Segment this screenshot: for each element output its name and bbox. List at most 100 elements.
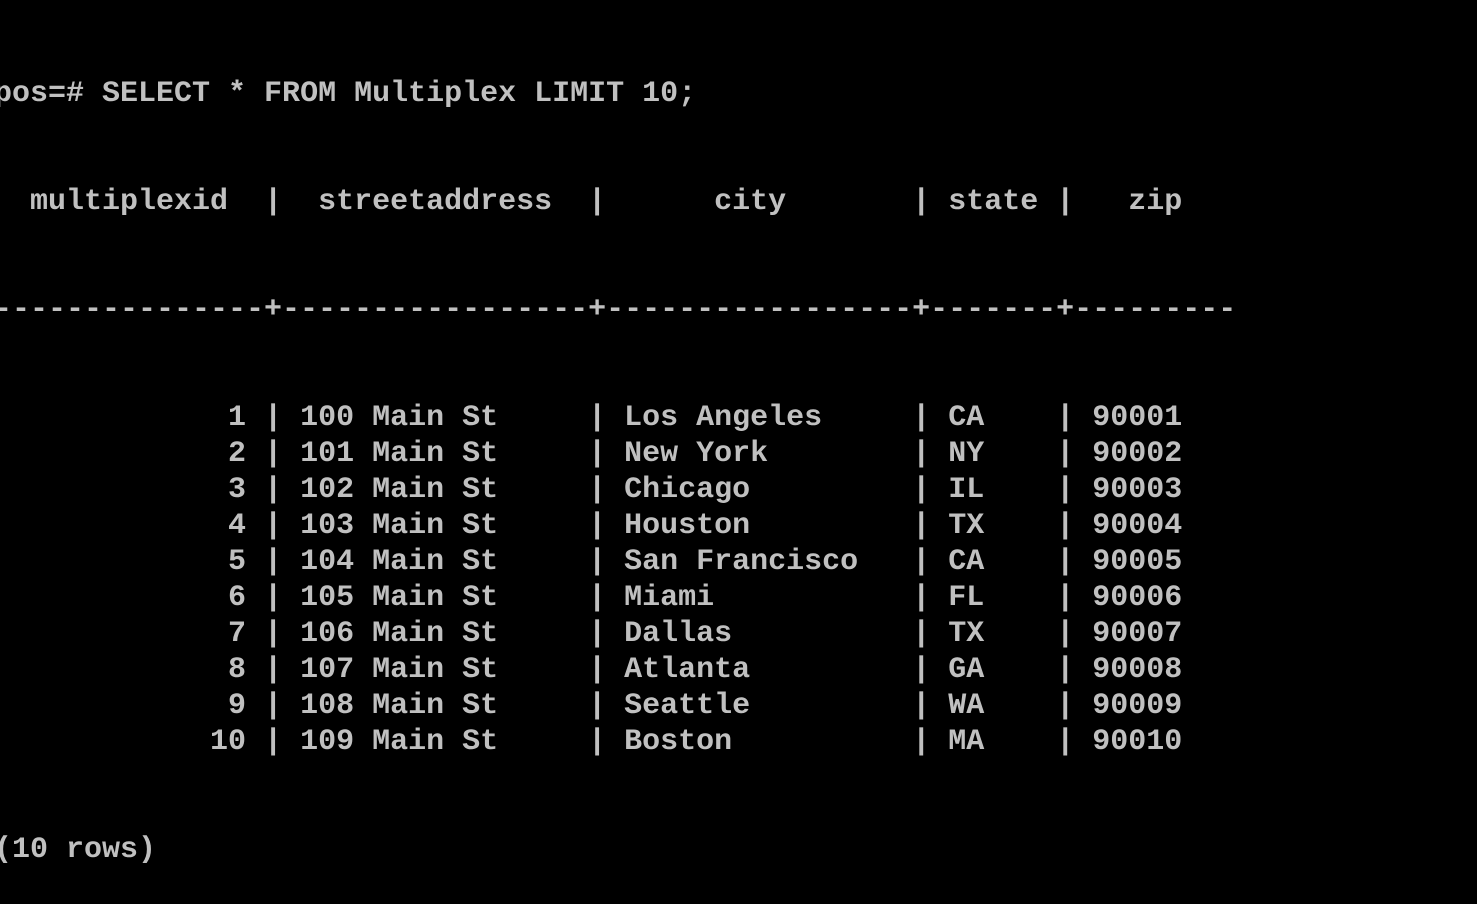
cell-zip: 90010 bbox=[1092, 725, 1219, 759]
column-divider: | bbox=[894, 545, 949, 579]
cell-zip: 90005 bbox=[1092, 545, 1219, 579]
column-divider: | bbox=[570, 581, 625, 615]
column-divider: | bbox=[570, 653, 625, 687]
terminal-window[interactable]: pos=# SELECT * FROM Multiplex LIMIT 10; … bbox=[0, 4, 1477, 867]
column-divider bbox=[0, 473, 12, 507]
column-divider: | bbox=[894, 653, 949, 687]
column-divider: | bbox=[1038, 437, 1093, 471]
column-divider: | bbox=[246, 581, 301, 615]
column-header-zip: zip bbox=[1092, 185, 1219, 219]
column-divider: | bbox=[1038, 689, 1093, 723]
table-row: 1 | 100 Main St | Los Angeles | CA | 900… bbox=[0, 400, 1477, 436]
cell-city: Atlanta bbox=[624, 653, 895, 687]
cell-streetaddress: 107 Main St bbox=[300, 653, 571, 687]
column-divider: | bbox=[570, 401, 625, 435]
column-divider bbox=[0, 725, 12, 759]
cell-multiplexid: 4 bbox=[12, 509, 247, 543]
column-divider: | bbox=[246, 509, 301, 543]
cell-state: FL bbox=[948, 581, 1039, 615]
cell-multiplexid: 2 bbox=[12, 437, 247, 471]
column-divider: | bbox=[246, 185, 301, 219]
column-divider: | bbox=[1038, 617, 1093, 651]
cell-multiplexid: 7 bbox=[12, 617, 247, 651]
column-divider: | bbox=[894, 185, 949, 219]
cell-city: Houston bbox=[624, 509, 895, 543]
table-row: 5 | 104 Main St | San Francisco | CA | 9… bbox=[0, 544, 1477, 580]
column-divider: | bbox=[570, 437, 625, 471]
cell-zip: 90002 bbox=[1092, 437, 1219, 471]
column-divider bbox=[0, 401, 12, 435]
table-row: 3 | 102 Main St | Chicago | IL | 90003 bbox=[0, 472, 1477, 508]
column-header-multiplexid: multiplexid bbox=[12, 185, 247, 219]
cell-zip: 90008 bbox=[1092, 653, 1219, 687]
column-divider: | bbox=[570, 509, 625, 543]
cell-state: TX bbox=[948, 617, 1039, 651]
column-divider: | bbox=[246, 653, 301, 687]
column-divider: | bbox=[570, 185, 625, 219]
column-divider: | bbox=[1038, 581, 1093, 615]
cell-multiplexid: 10 bbox=[12, 725, 247, 759]
cell-zip: 90001 bbox=[1092, 401, 1219, 435]
column-divider bbox=[0, 509, 12, 543]
table-row: 2 | 101 Main St | New York | NY | 90002 bbox=[0, 436, 1477, 472]
cell-city: Los Angeles bbox=[624, 401, 895, 435]
cell-streetaddress: 106 Main St bbox=[300, 617, 571, 651]
column-divider bbox=[0, 617, 12, 651]
column-divider: | bbox=[894, 725, 949, 759]
column-divider bbox=[0, 581, 12, 615]
column-divider bbox=[0, 689, 12, 723]
cell-city: New York bbox=[624, 437, 895, 471]
cell-state: GA bbox=[948, 653, 1039, 687]
table-row: 9 | 108 Main St | Seattle | WA | 90009 bbox=[0, 688, 1477, 724]
cell-city: Boston bbox=[624, 725, 895, 759]
cell-city: Dallas bbox=[624, 617, 895, 651]
column-header-streetaddress: streetaddress bbox=[300, 185, 571, 219]
column-divider: | bbox=[570, 725, 625, 759]
column-divider: | bbox=[570, 617, 625, 651]
cell-streetaddress: 101 Main St bbox=[300, 437, 571, 471]
cell-multiplexid: 1 bbox=[12, 401, 247, 435]
cell-zip: 90009 bbox=[1092, 689, 1219, 723]
cell-state: MA bbox=[948, 725, 1039, 759]
column-divider: | bbox=[1038, 509, 1093, 543]
cell-multiplexid: 9 bbox=[12, 689, 247, 723]
cell-streetaddress: 109 Main St bbox=[300, 725, 571, 759]
column-divider: | bbox=[1038, 473, 1093, 507]
row-count: (10 rows) bbox=[0, 833, 157, 867]
cell-streetaddress: 100 Main St bbox=[300, 401, 571, 435]
cell-state: CA bbox=[948, 401, 1039, 435]
column-divider: | bbox=[246, 689, 301, 723]
table-row: 10 | 109 Main St | Boston | MA | 90010 bbox=[0, 724, 1477, 760]
column-divider: | bbox=[246, 401, 301, 435]
cell-streetaddress: 105 Main St bbox=[300, 581, 571, 615]
column-divider: | bbox=[1038, 725, 1093, 759]
table-row: 7 | 106 Main St | Dallas | TX | 90007 bbox=[0, 616, 1477, 652]
column-divider: | bbox=[1038, 401, 1093, 435]
column-divider: | bbox=[1038, 185, 1093, 219]
column-divider: | bbox=[570, 545, 625, 579]
column-divider: | bbox=[246, 725, 301, 759]
sql-command: SELECT * FROM Multiplex LIMIT 10; bbox=[102, 77, 697, 111]
column-divider: | bbox=[894, 473, 949, 507]
cell-zip: 90004 bbox=[1092, 509, 1219, 543]
column-divider: | bbox=[894, 401, 949, 435]
cell-state: TX bbox=[948, 509, 1039, 543]
table-header: multiplexid | streetaddress | city | sta… bbox=[0, 184, 1477, 220]
column-divider bbox=[0, 653, 12, 687]
column-header-city: city bbox=[624, 185, 895, 219]
column-divider: | bbox=[894, 617, 949, 651]
column-divider: | bbox=[894, 581, 949, 615]
cell-city: San Francisco bbox=[624, 545, 895, 579]
column-header-state: state bbox=[948, 185, 1039, 219]
column-divider: | bbox=[246, 473, 301, 507]
cell-multiplexid: 8 bbox=[12, 653, 247, 687]
column-divider: | bbox=[570, 689, 625, 723]
table-row: 8 | 107 Main St | Atlanta | GA | 90008 bbox=[0, 652, 1477, 688]
column-divider: | bbox=[894, 689, 949, 723]
cell-state: WA bbox=[948, 689, 1039, 723]
column-divider: | bbox=[1038, 545, 1093, 579]
cell-zip: 90006 bbox=[1092, 581, 1219, 615]
column-divider: | bbox=[570, 473, 625, 507]
cell-city: Seattle bbox=[624, 689, 895, 723]
column-divider bbox=[0, 437, 12, 471]
